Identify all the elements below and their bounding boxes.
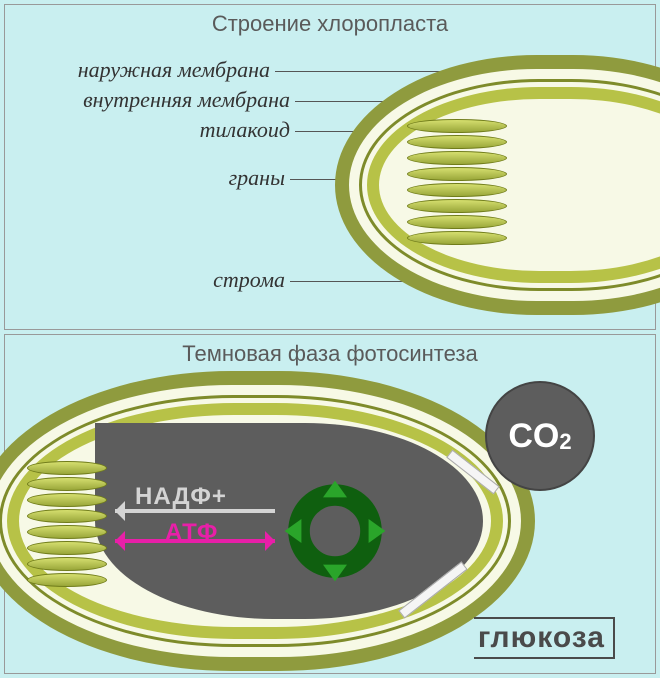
- atf-label: АТФ: [165, 519, 218, 547]
- thylakoid-stack-bot: [27, 461, 107, 587]
- label-thylakoid: тилакоид: [85, 117, 290, 143]
- calvin-cycle-icon: [275, 471, 395, 591]
- thylakoid-disc: [27, 573, 107, 587]
- co2-badge: CO2: [485, 381, 595, 491]
- thylakoid-disc: [27, 509, 107, 523]
- thylakoid-disc: [407, 183, 507, 197]
- thylakoid-disc: [407, 151, 507, 165]
- chloroplast-top-graphic: [335, 55, 660, 315]
- thylakoid-disc: [407, 215, 507, 229]
- label-inner-membrane: внутренняя мембрана: [25, 87, 290, 113]
- label-stroma: строма: [125, 267, 285, 293]
- thylakoid-disc: [27, 477, 107, 491]
- label-grana: граны: [125, 165, 285, 191]
- glucose-label: глюкоза: [474, 617, 615, 659]
- label-outer-membrane: наружная мембрана: [25, 57, 270, 83]
- thylakoid-disc: [27, 525, 107, 539]
- thylakoid-disc: [407, 199, 507, 213]
- thylakoid-disc: [407, 135, 507, 149]
- thylakoid-disc: [27, 493, 107, 507]
- co2-text-sub: 2: [559, 429, 571, 455]
- thylakoid-stack-top: [407, 119, 507, 245]
- chloroplast-bottom-graphic: НАДФ+ АТФ: [0, 371, 535, 671]
- thylakoid-disc: [27, 557, 107, 571]
- top-title: Строение хлоропласта: [5, 11, 655, 37]
- co2-text-main: CO: [508, 417, 559, 456]
- chloroplast-structure-panel: Строение хлоропласта наружная мембрана в…: [4, 4, 656, 330]
- thylakoid-disc: [27, 461, 107, 475]
- nadf-label: НАДФ+: [135, 483, 227, 511]
- thylakoid-disc: [407, 167, 507, 181]
- dark-phase-panel: Темновая фаза фотосинтеза НАДФ+ АТФ: [4, 334, 656, 674]
- thylakoid-disc: [27, 541, 107, 555]
- thylakoid-disc: [407, 231, 507, 245]
- bottom-title: Темновая фаза фотосинтеза: [5, 341, 655, 367]
- thylakoid-disc: [407, 119, 507, 133]
